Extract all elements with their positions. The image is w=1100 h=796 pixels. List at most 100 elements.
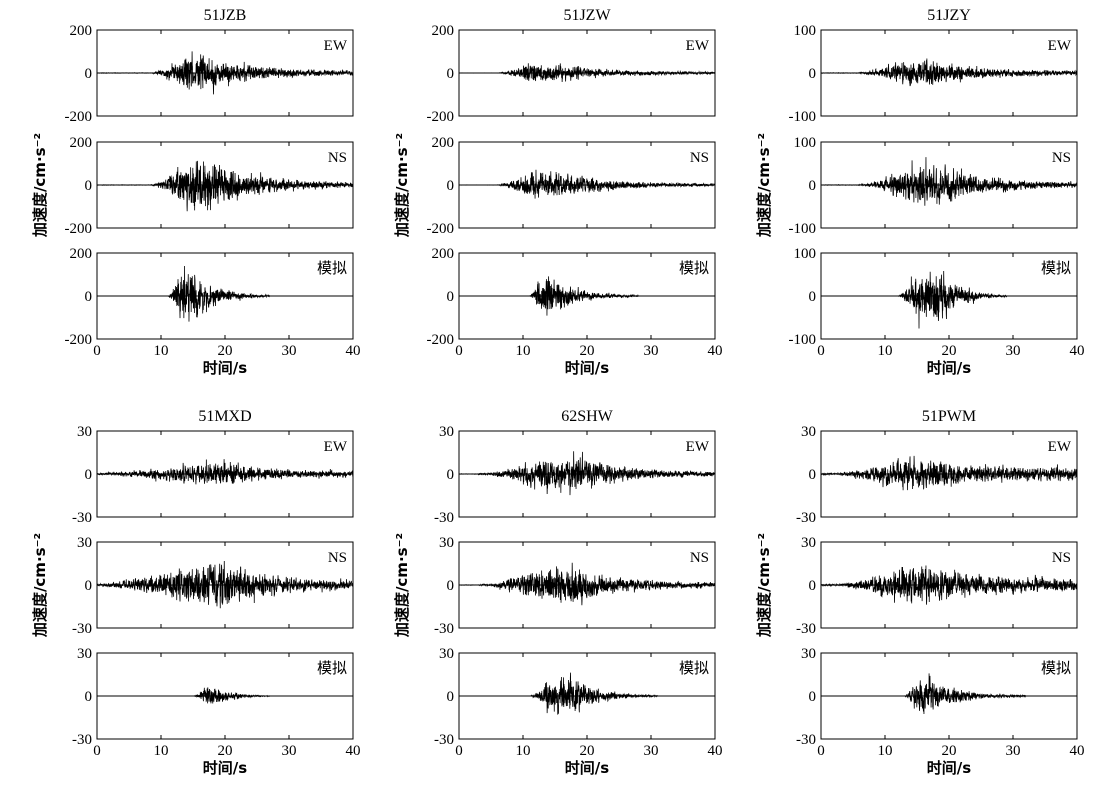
series-label: EW <box>1048 38 1072 54</box>
x-axis-label: 时间/s <box>927 759 971 777</box>
y-tick-label: -200 <box>427 221 455 237</box>
y-tick-label: -200 <box>65 109 93 125</box>
waveform-NS <box>96 160 354 212</box>
y-tick-label: 30 <box>801 535 816 551</box>
series-label: 模拟 <box>679 260 709 277</box>
x-tick-label: 0 <box>455 343 463 359</box>
x-tick-label: 40 <box>1070 343 1085 359</box>
y-tick-label: 0 <box>447 689 455 705</box>
x-tick-label: 30 <box>1006 343 1021 359</box>
waveform-EW <box>96 51 354 95</box>
waveform-NS <box>458 169 716 199</box>
y-tick-label: 100 <box>794 23 817 39</box>
series-label: EW <box>686 439 710 455</box>
x-tick-label: 0 <box>93 343 101 359</box>
waveform-EW <box>458 451 716 496</box>
panel-1: -200 0 200 NS <box>65 135 354 237</box>
waveform-NS <box>458 562 716 606</box>
y-tick-label: 0 <box>447 178 455 194</box>
series-label: NS <box>1052 550 1071 566</box>
x-tick-label: 20 <box>218 743 233 759</box>
x-tick-label: 40 <box>346 343 361 359</box>
y-tick-label: 0 <box>809 578 817 594</box>
y-tick-label: -30 <box>72 621 92 637</box>
panel-1: -30 0 30 NS <box>796 535 1078 637</box>
series-label: 模拟 <box>317 660 347 677</box>
waveform-EW <box>458 63 716 83</box>
waveform-模拟 <box>97 266 353 322</box>
chart-title: 51JZB <box>204 7 247 24</box>
series-label: 模拟 <box>317 260 347 277</box>
y-tick-label: 30 <box>439 424 454 440</box>
y-tick-label: 0 <box>85 66 93 82</box>
waveform-模拟 <box>459 276 715 316</box>
x-tick-label: 0 <box>817 343 825 359</box>
x-tick-label: 10 <box>154 743 169 759</box>
series-label: NS <box>690 150 709 166</box>
x-axis-label: 时间/s <box>565 759 609 777</box>
x-tick-label: 20 <box>580 743 595 759</box>
x-tick-label: 30 <box>644 343 659 359</box>
x-tick-label: 10 <box>516 343 531 359</box>
y-tick-label: 30 <box>77 424 92 440</box>
y-tick-label: 0 <box>809 178 817 194</box>
x-tick-label: 10 <box>154 343 169 359</box>
x-tick-label: 30 <box>644 743 659 759</box>
chart-title: 51JZY <box>927 7 971 24</box>
series-label: EW <box>686 38 710 54</box>
y-tick-label: 0 <box>447 578 455 594</box>
y-tick-label: 0 <box>447 467 455 483</box>
x-tick-label: 0 <box>93 743 101 759</box>
x-tick-label: 0 <box>455 743 463 759</box>
panel-1: -100 0 100 NS <box>789 135 1078 237</box>
y-tick-label: 0 <box>85 578 93 594</box>
y-tick-label: 0 <box>85 689 93 705</box>
y-tick-label: 0 <box>85 467 93 483</box>
waveform-NS <box>820 565 1078 605</box>
x-tick-label: 30 <box>282 343 297 359</box>
chart-title: 51JZW <box>563 7 611 24</box>
x-tick-label: 30 <box>1006 743 1021 759</box>
x-tick-label: 10 <box>516 743 531 759</box>
y-tick-label: 0 <box>809 66 817 82</box>
panel-0: -30 0 30 EW <box>434 424 716 526</box>
series-label: 模拟 <box>1041 260 1071 277</box>
x-tick-label: 10 <box>878 743 893 759</box>
y-tick-label: -100 <box>789 221 817 237</box>
y-tick-label: -30 <box>434 621 454 637</box>
waveform-模拟 <box>821 270 1077 329</box>
x-tick-label: 0 <box>817 743 825 759</box>
panel-0: -200 0 200 EW <box>65 23 354 125</box>
y-tick-label: -30 <box>796 732 816 748</box>
x-tick-label: 20 <box>942 743 957 759</box>
y-tick-label: -100 <box>789 332 817 348</box>
x-tick-label: 40 <box>708 743 723 759</box>
y-tick-label: 0 <box>85 178 93 194</box>
waveform-EW <box>820 58 1078 87</box>
y-tick-label: 30 <box>439 646 454 662</box>
y-tick-label: -30 <box>434 510 454 526</box>
waveform-模拟 <box>459 672 715 715</box>
x-tick-label: 20 <box>580 343 595 359</box>
y-tick-label: -30 <box>72 732 92 748</box>
y-axis-label: 加速度/cm·s⁻² <box>755 533 773 638</box>
y-tick-label: -30 <box>72 510 92 526</box>
panel-1: -200 0 200 NS <box>427 135 716 237</box>
waveform-模拟 <box>821 673 1077 714</box>
panel-0: -30 0 30 EW <box>796 424 1078 526</box>
series-label: 模拟 <box>679 660 709 677</box>
panel-1: -30 0 30 NS <box>434 535 716 637</box>
y-tick-label: -200 <box>65 332 93 348</box>
y-tick-label: 100 <box>794 135 817 151</box>
series-label: EW <box>324 439 348 455</box>
x-tick-label: 40 <box>708 343 723 359</box>
y-tick-label: 30 <box>77 646 92 662</box>
x-axis-label: 时间/s <box>927 359 971 377</box>
